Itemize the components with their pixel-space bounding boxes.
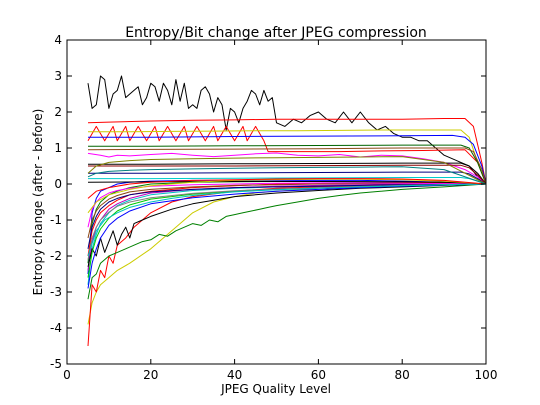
x-tick-label: 80 bbox=[395, 368, 410, 382]
series-line-2 bbox=[87, 118, 487, 185]
x-tick-label: 40 bbox=[227, 368, 242, 382]
series-line-13 bbox=[87, 179, 487, 275]
series-layer bbox=[87, 75, 487, 347]
plot-frame bbox=[66, 39, 487, 365]
series-line-1 bbox=[87, 75, 487, 185]
y-tick-label: 3 bbox=[54, 69, 62, 83]
series-line-4 bbox=[88, 129, 487, 185]
x-tick-label: 60 bbox=[311, 368, 326, 382]
series-line-22 bbox=[87, 183, 487, 249]
y-tick-label: -3 bbox=[50, 285, 62, 299]
series-line-25 bbox=[87, 183, 487, 289]
chart-title: Entropy/Bit change after JPEG compressio… bbox=[125, 25, 427, 41]
x-tick-label: 0 bbox=[63, 368, 71, 382]
y-tick-label: 0 bbox=[54, 177, 62, 191]
y-tick-label: -4 bbox=[50, 321, 62, 335]
series-line-30 bbox=[87, 178, 487, 214]
x-tick-label: 100 bbox=[475, 368, 498, 382]
series-line-32 bbox=[87, 156, 487, 185]
series-line-10 bbox=[88, 164, 487, 185]
y-tick-label: 4 bbox=[54, 33, 62, 47]
x-tick-label: 20 bbox=[143, 368, 158, 382]
y-tick-label: 1 bbox=[54, 141, 62, 155]
y-tick-label: -1 bbox=[50, 213, 62, 227]
y-tick-label: -5 bbox=[50, 357, 62, 371]
tick-layer: 0 20 40 60 80 100 -5 -4 -3 -2 -1 0 1 2 3 4 bbox=[50, 33, 497, 382]
series-line-3 bbox=[87, 125, 487, 185]
series-line-28 bbox=[87, 183, 487, 257]
y-tick-label: 2 bbox=[54, 105, 62, 119]
series-line-5 bbox=[88, 134, 487, 185]
x-axis-label: JPEG Quality Level bbox=[220, 382, 331, 396]
series-line-20 bbox=[87, 183, 487, 300]
series-line-7 bbox=[87, 147, 487, 185]
series-line-31 bbox=[87, 178, 487, 199]
y-axis-label: Entropy change (after - before) bbox=[31, 109, 45, 296]
series-line-9 bbox=[88, 162, 487, 185]
series-line-11 bbox=[88, 171, 487, 185]
y-tick-label: -2 bbox=[50, 249, 62, 263]
series-line-21 bbox=[87, 183, 487, 267]
series-line-26 bbox=[87, 182, 487, 228]
series-line-6 bbox=[88, 144, 487, 185]
series-line-33 bbox=[87, 166, 487, 185]
